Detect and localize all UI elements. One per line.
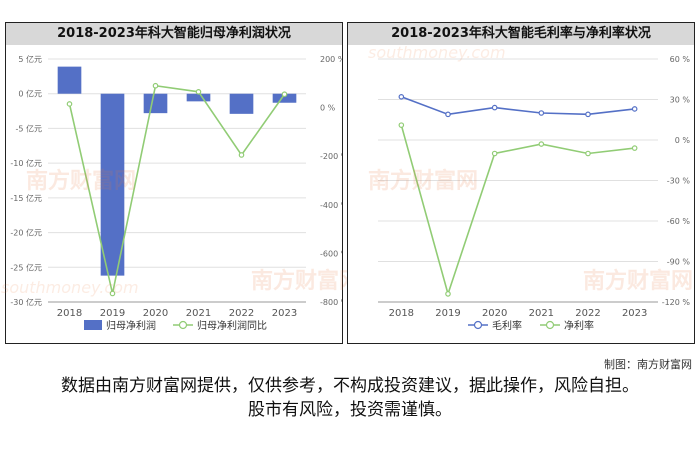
y-right-tick-label: 0 % [675, 136, 691, 145]
legend-label: 净利率 [564, 319, 594, 332]
y-right-tick-label: 60 % [670, 55, 691, 64]
left-chart-panel: 2018-2023年科大智能归母净利润状况 5 亿元 0 亿元 -5 亿元 -10 亿… [1, 22, 361, 344]
y-left-tick-label: -25 亿元 [10, 262, 42, 272]
right-chart-title: 2018-2023年科大智能毛利率与净利率状况 [348, 23, 694, 45]
legend-label: 毛利率 [492, 319, 522, 332]
y-left-tick-label: 0 亿元 [18, 89, 42, 99]
y-left-tick-label: -30 亿元 [10, 297, 42, 307]
x-tick-label: 2018 [57, 308, 82, 319]
y-left-tick-label: -20 亿元 [10, 228, 42, 238]
y-left-tick-label: -15 亿元 [10, 193, 42, 203]
y-right-tick-label: 0 % [320, 104, 336, 113]
line-point [445, 291, 451, 297]
x-tick-label: 2018 [389, 308, 414, 319]
y-right-tick-label: 30 % [670, 96, 691, 105]
line-point [585, 150, 591, 157]
line-point [195, 89, 202, 95]
x-tick-label: 2023 [272, 308, 297, 319]
line-point [281, 91, 288, 98]
y-right-tick-label: -800 % [320, 298, 342, 307]
x-tick-label: 2019 [435, 308, 460, 319]
line-point [538, 110, 545, 116]
y-right-tick-label: -90 % [667, 258, 691, 267]
disclaimer-line-1: 数据由南方财富网提供，仅供参考，不构成投资建议，据此操作，风险自担。 [61, 376, 639, 396]
bar [229, 93, 254, 114]
line-point [631, 106, 638, 112]
legend-line-marker [473, 320, 483, 330]
line-point [398, 93, 405, 100]
bar [100, 93, 125, 276]
line-point [398, 122, 405, 128]
x-tick-label: 2023 [622, 308, 647, 319]
right-chart: 60 % 30 % 0 % -30 % -60 % -90 % -120 % 2018 2019… [378, 55, 691, 332]
bar [57, 66, 82, 94]
x-tick-label: 2019 [100, 308, 125, 319]
y-left-tick-label: -10 亿元 [10, 158, 42, 168]
y-right-tick-label: -120 % [662, 298, 691, 307]
line-point [238, 152, 245, 158]
legend-label: 归母净利润同比 [197, 319, 267, 332]
right-chart-panel: 2018-2023年科大智能毛利率与净利率状况 60 % 30 % 0 % -30 %… [347, 22, 695, 344]
line-point [491, 150, 498, 157]
line-point [152, 82, 159, 89]
chart-credit: 制图：南方财富网 [604, 358, 692, 371]
legend-label: 归母净利润 [106, 319, 156, 332]
y-right-tick-label: 200 % [320, 55, 342, 64]
y-left-tick-label: -5 亿元 [15, 123, 42, 133]
line-point [66, 101, 73, 107]
line-point [631, 145, 638, 151]
line-point [109, 290, 116, 297]
y-right-tick-label: -60 % [667, 217, 691, 226]
series-line [401, 96, 635, 116]
line-point [585, 111, 591, 118]
x-tick-label: 2021 [529, 308, 554, 319]
x-tick-label: 2021 [186, 308, 211, 319]
series-line [400, 124, 635, 297]
series-line [68, 84, 286, 294]
y-right-tick-label: -400 % [320, 201, 342, 210]
bar [143, 93, 168, 114]
legend-line-marker [178, 320, 188, 330]
line-point [538, 141, 545, 147]
bar [186, 93, 211, 102]
y-right-tick-label: -600 % [320, 249, 342, 258]
line-point [491, 104, 498, 111]
y-right-tick-label: -30 % [667, 177, 691, 186]
left-chart-title: 2018-2023年科大智能归母净利润状况 [6, 23, 342, 45]
legend-bar-swatch [84, 320, 102, 330]
x-tick-label: 2022 [229, 308, 254, 319]
y-left-tick-label: 5 亿元 [18, 54, 42, 64]
disclaimer-line-2: 股市有风险，投资需谨慎。 [248, 400, 452, 420]
bar [272, 93, 297, 103]
left-chart: 5 亿元 0 亿元 -5 亿元 -10 亿元 -15 亿元 -20 亿元 -25 亿元 -30… [10, 54, 342, 332]
legend-line-marker [545, 320, 555, 330]
x-tick-label: 2022 [575, 308, 600, 319]
x-tick-label: 2020 [482, 308, 507, 319]
y-right-tick-label: -200 % [320, 152, 342, 161]
disclaimer: 数据由南方财富网提供，仅供参考，不构成投资建议，据此操作，风险自担。 股市有风险… [0, 374, 700, 422]
x-tick-label: 2020 [143, 308, 168, 319]
line-point [445, 111, 451, 118]
